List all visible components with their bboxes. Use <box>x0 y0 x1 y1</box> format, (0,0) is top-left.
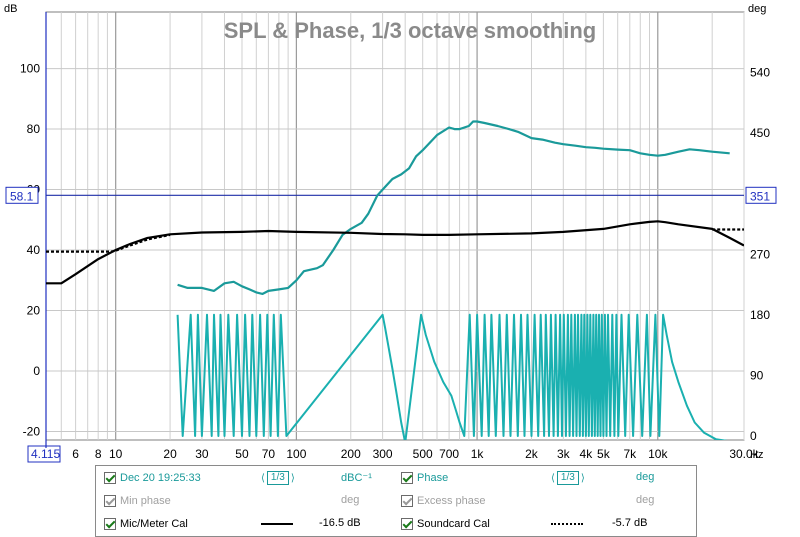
x-tick-label: 2k <box>525 447 539 461</box>
x-tick-label: 10 <box>109 447 123 461</box>
phase-unit: deg <box>636 471 655 483</box>
x-tick-label: 300 <box>373 447 393 461</box>
x-tick-label: 7k <box>623 447 637 461</box>
x-tick-label: 100 <box>286 447 306 461</box>
x-tick-label: 5k <box>597 447 611 461</box>
x-tick-label: 10k <box>648 447 668 461</box>
mic-cal-value: -16.5 dB <box>319 517 361 529</box>
x-tick-label: 6 <box>72 447 79 461</box>
measurement-smoothing[interactable]: ⟨ 1/3 ⟩ <box>261 471 295 485</box>
x-tick-label: 8 <box>95 447 102 461</box>
cursor-right-box <box>745 186 777 204</box>
series-group <box>46 120 744 443</box>
x-tick-label: 30 <box>195 447 209 461</box>
measurement-checkbox[interactable] <box>104 472 116 484</box>
x-tick-label: 1k <box>471 447 485 461</box>
right-tick-label: 180 <box>750 308 770 322</box>
chart-title: SPL & Phase, 1/3 octave smoothing <box>224 18 597 43</box>
x-tick-label: 20 <box>163 447 177 461</box>
mic-cal-swatch <box>261 523 293 525</box>
mic-cal-checkbox[interactable] <box>104 518 116 530</box>
series-line-2[interactable] <box>46 220 744 285</box>
right-tick-label: 90 <box>750 368 764 382</box>
measurement-unit: dBC⁻¹ <box>341 472 372 484</box>
mic-cal-label: Mic/Meter Cal <box>120 518 188 530</box>
phase-smoothing[interactable]: ⟨ 1/3 ⟩ <box>551 471 585 485</box>
min-phase-unit: deg <box>341 494 360 506</box>
legend-excess-phase-row[interactable]: Excess phase <box>401 492 485 510</box>
excess-phase-label: Excess phase <box>417 495 486 507</box>
x-tick-label: 200 <box>341 447 361 461</box>
cursor-left-box <box>5 186 39 204</box>
excess-phase-unit: deg <box>636 494 655 506</box>
x-tick-label: 3k <box>557 447 571 461</box>
left-tick-label: 100 <box>20 62 40 76</box>
soundcard-cal-swatch <box>551 523 583 525</box>
series-line-3[interactable] <box>46 233 171 253</box>
cursor-left-value: 58.1 <box>10 189 34 203</box>
measurement-label: Dec 20 19:25:33 <box>120 472 201 484</box>
right-tick-label: 0 <box>750 429 757 443</box>
excess-phase-checkbox[interactable] <box>401 495 413 507</box>
soundcard-cal-value: -5.7 dB <box>612 517 648 529</box>
legend-measurement-row[interactable]: Dec 20 19:25:33 <box>104 469 201 487</box>
right-axis-label: deg <box>748 3 766 15</box>
left-tick-label: -20 <box>23 425 41 439</box>
phase-label: Phase <box>417 472 449 484</box>
legend-min-phase-row[interactable]: Min phase <box>104 492 171 510</box>
series-line-0[interactable] <box>177 120 730 295</box>
min-phase-checkbox[interactable] <box>104 495 116 507</box>
x-axis-label: Hz <box>750 449 763 461</box>
legend-panel: Dec 20 19:25:33 ⟨ 1/3 ⟩ dBC⁻¹ Phase ⟨ 1/3 ⟩ … <box>95 465 697 537</box>
x-tick-label: 50 <box>235 447 249 461</box>
series-line-1[interactable] <box>176 313 730 443</box>
x-start-box[interactable] <box>27 445 61 463</box>
left-tick-label: 20 <box>27 304 41 318</box>
x-tick-label: 500 <box>413 447 433 461</box>
left-axis-label: dB <box>4 3 17 15</box>
min-phase-label: Min phase <box>120 495 171 507</box>
soundcard-cal-checkbox[interactable] <box>401 518 413 530</box>
x-tick-label: 30.0k <box>729 447 759 461</box>
soundcard-cal-label: Soundcard Cal <box>417 518 490 530</box>
x-start-label: 4.115 <box>31 447 60 461</box>
right-tick-label: 450 <box>750 126 770 140</box>
x-tick-label: 70 <box>262 447 276 461</box>
legend-phase-row[interactable]: Phase <box>401 469 448 487</box>
x-tick-label: 4k <box>580 447 594 461</box>
smoothing-box: 1/3 <box>266 471 289 485</box>
left-tick-label: 40 <box>27 243 41 257</box>
phase-smoothing-box: 1/3 <box>556 471 579 485</box>
legend-mic-cal-row[interactable]: Mic/Meter Cal <box>104 515 188 533</box>
spl-phase-chart[interactable]: SPL & Phase, 1/3 octave smoothing dB deg Hz… <box>0 0 800 465</box>
right-tick-label: 540 <box>750 66 770 80</box>
x-tick-label: 700 <box>439 447 459 461</box>
left-tick-label: 0 <box>33 364 40 378</box>
right-tick-label: 270 <box>750 247 770 261</box>
cursor-right-value: 351 <box>750 189 770 203</box>
left-tick-label: 80 <box>27 122 41 136</box>
phase-checkbox[interactable] <box>401 472 413 484</box>
legend-soundcard-cal-row[interactable]: Soundcard Cal <box>401 515 490 533</box>
